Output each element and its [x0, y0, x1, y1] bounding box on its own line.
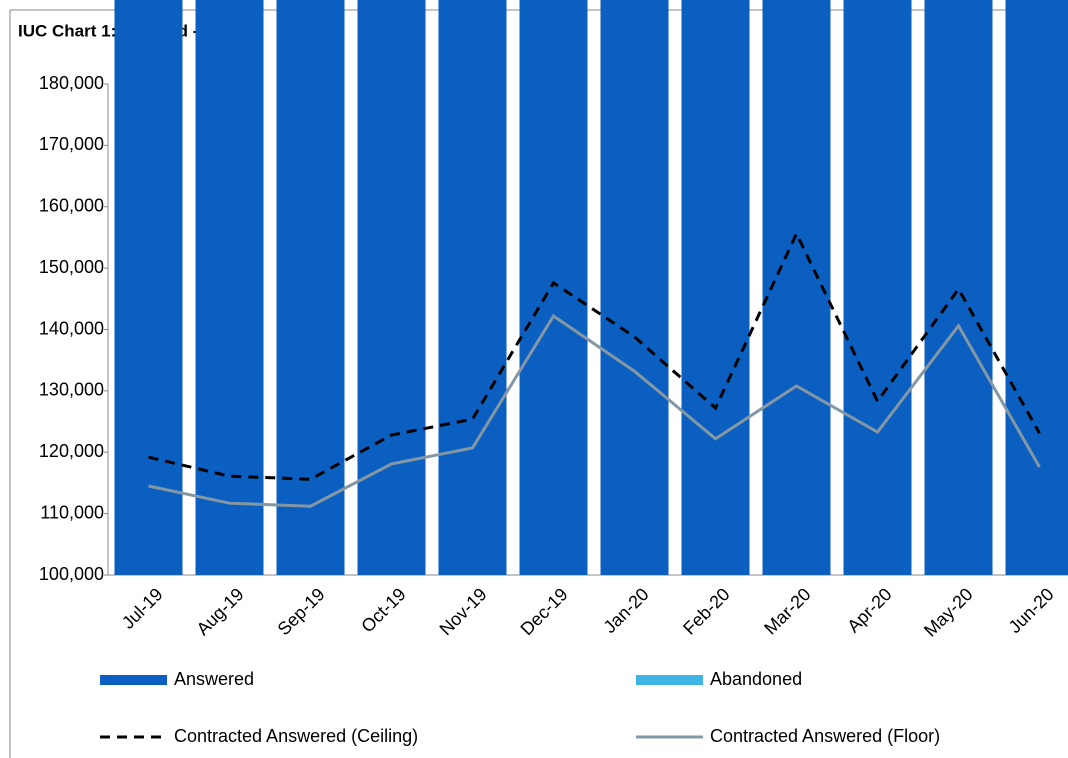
bar	[195, 0, 264, 575]
x-tick-label: Jun-20	[1005, 584, 1058, 637]
y-tick-label: 170,000	[39, 134, 104, 154]
x-tick-label: Nov-19	[436, 584, 491, 639]
x-tick-label: Jul-19	[118, 584, 167, 633]
x-tick-label: Apr-20	[843, 584, 895, 636]
x-tick-label: Jan-20	[600, 584, 653, 637]
bar	[762, 0, 831, 576]
legend-label: Abandoned	[710, 669, 802, 689]
legend-label: Contracted Answered (Ceiling)	[174, 726, 418, 746]
y-tick-label: 150,000	[39, 257, 104, 277]
bar	[1005, 0, 1068, 575]
bar	[276, 0, 345, 575]
bar	[681, 0, 750, 575]
bar	[924, 0, 993, 575]
y-tick-label: 160,000	[39, 196, 104, 216]
x-tick-label: Feb-20	[679, 584, 733, 638]
x-tick-label: May-20	[920, 584, 977, 641]
x-tick-label: Oct-19	[357, 584, 409, 636]
y-tick-label: 110,000	[40, 502, 104, 522]
legend-label: Answered	[174, 669, 254, 689]
line-series	[148, 313, 1041, 508]
bar	[600, 0, 669, 575]
bar	[114, 0, 183, 576]
y-tick-label: 130,000	[39, 380, 104, 400]
legend-swatch	[100, 675, 167, 685]
x-tick-label: Sep-19	[273, 584, 328, 639]
y-tick-label: 120,000	[39, 441, 104, 461]
y-tick-label: 100,000	[39, 564, 104, 584]
bar	[843, 0, 912, 575]
bar	[519, 0, 588, 575]
bar	[438, 0, 507, 576]
legend-label: Contracted Answered (Floor)	[710, 726, 940, 746]
legend-swatch	[636, 675, 703, 685]
x-tick-label: Mar-20	[760, 584, 814, 638]
bar	[357, 0, 426, 575]
line-series	[148, 230, 1041, 481]
y-tick-label: 180,000	[39, 73, 104, 93]
x-tick-label: Dec-19	[517, 584, 572, 639]
x-tick-label: Aug-19	[192, 584, 247, 639]
y-tick-label: 140,000	[39, 318, 104, 338]
